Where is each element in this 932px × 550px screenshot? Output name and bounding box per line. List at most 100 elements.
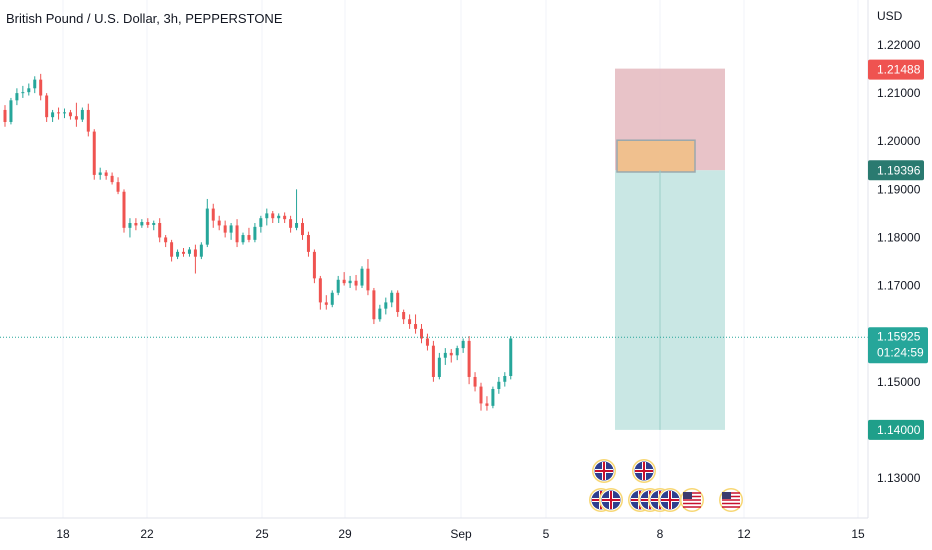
candle [342, 272, 346, 286]
candle-body [51, 112, 55, 118]
candle [336, 275, 340, 296]
candle-body [182, 251, 185, 254]
time-tick-label: 8 [657, 527, 664, 541]
candle [146, 218, 150, 228]
price-tick-label: 1.19000 [877, 182, 921, 196]
candle-body [158, 223, 162, 238]
candle [182, 248, 185, 257]
candle-body [265, 213, 269, 219]
candle-body [193, 249, 197, 257]
uk-event-icon[interactable] [599, 488, 623, 512]
candle [283, 212, 287, 224]
candle [354, 274, 358, 291]
time-tick-label: 29 [338, 527, 352, 541]
candle-body [128, 223, 132, 228]
candle [247, 227, 251, 243]
candle [277, 213, 281, 224]
candle-body [425, 338, 429, 346]
candle-body [277, 215, 281, 219]
candle [402, 309, 406, 325]
candle-body [485, 403, 489, 406]
candle [158, 218, 162, 243]
candle-body [479, 386, 483, 404]
candle [306, 231, 310, 257]
candle-body [283, 215, 287, 220]
candle [408, 314, 412, 329]
candle-body [15, 93, 19, 101]
uk-event-icon[interactable] [658, 488, 682, 512]
price-tick-label: 1.22000 [877, 38, 921, 52]
candle-body [253, 226, 257, 240]
candle [116, 177, 120, 195]
candle [229, 223, 233, 240]
currency-label[interactable]: USD [877, 9, 903, 23]
candle-body [449, 352, 453, 356]
candle [301, 218, 304, 240]
candles [3, 73, 513, 411]
candle-body [497, 381, 501, 389]
candle-body [211, 208, 215, 221]
time-tick-label: Sep [450, 527, 472, 541]
candle-body [80, 109, 84, 120]
take-profit-zone [615, 170, 725, 430]
candle [152, 220, 156, 231]
candle [479, 382, 483, 411]
candle-body [402, 312, 406, 320]
candle-body [455, 348, 459, 356]
grid [62, 0, 859, 518]
candle [68, 109, 72, 120]
candle-body [110, 175, 114, 183]
candle [45, 93, 49, 122]
candle-body [336, 279, 340, 293]
candle [455, 345, 459, 361]
candle [396, 290, 400, 317]
us-event-icon[interactable] [680, 488, 704, 512]
candle-body [390, 292, 394, 303]
candle [295, 189, 299, 231]
candle-body [68, 112, 72, 117]
candle-body [21, 92, 25, 94]
candle-body [86, 109, 90, 132]
entry-zone-box [616, 139, 696, 173]
chart-title: British Pound / U.S. Dollar, 3h, PEPPERS… [6, 11, 283, 26]
candle-body [372, 290, 376, 320]
price-axis: 1.22000 1.21000 1.20000 1.19000 1.18000 1.170… [877, 38, 921, 485]
candle-body [271, 213, 275, 219]
candle [134, 218, 138, 231]
entry-price-label: 1.19396 [877, 163, 921, 177]
candle [235, 219, 239, 248]
uk-event-icon[interactable] [632, 459, 656, 483]
candle [57, 107, 61, 120]
candle [443, 348, 447, 365]
candle [467, 336, 471, 385]
candle-body [199, 244, 203, 257]
candle-body [396, 292, 400, 313]
candle [503, 372, 507, 387]
candle-body [461, 340, 465, 349]
candle [92, 129, 96, 180]
candle [27, 83, 31, 96]
candle-body [176, 251, 180, 257]
candle-body [324, 302, 328, 305]
candle [491, 386, 495, 409]
candle-body [140, 222, 144, 226]
candle [122, 189, 126, 233]
candle [431, 340, 435, 382]
candle-body [122, 191, 126, 228]
candle [378, 304, 382, 322]
candle-body [360, 268, 364, 286]
uk-event-icon[interactable] [592, 459, 616, 483]
candle-body [164, 237, 168, 243]
candle [265, 208, 269, 226]
candle [3, 105, 7, 127]
position-tool [615, 68, 725, 430]
candle [33, 76, 37, 94]
candle [217, 215, 221, 231]
candle [86, 103, 90, 137]
candle-body [289, 219, 293, 228]
candle-body [3, 109, 7, 122]
candle-body [187, 249, 191, 254]
candle [259, 215, 263, 233]
us-event-icon[interactable] [719, 488, 743, 512]
